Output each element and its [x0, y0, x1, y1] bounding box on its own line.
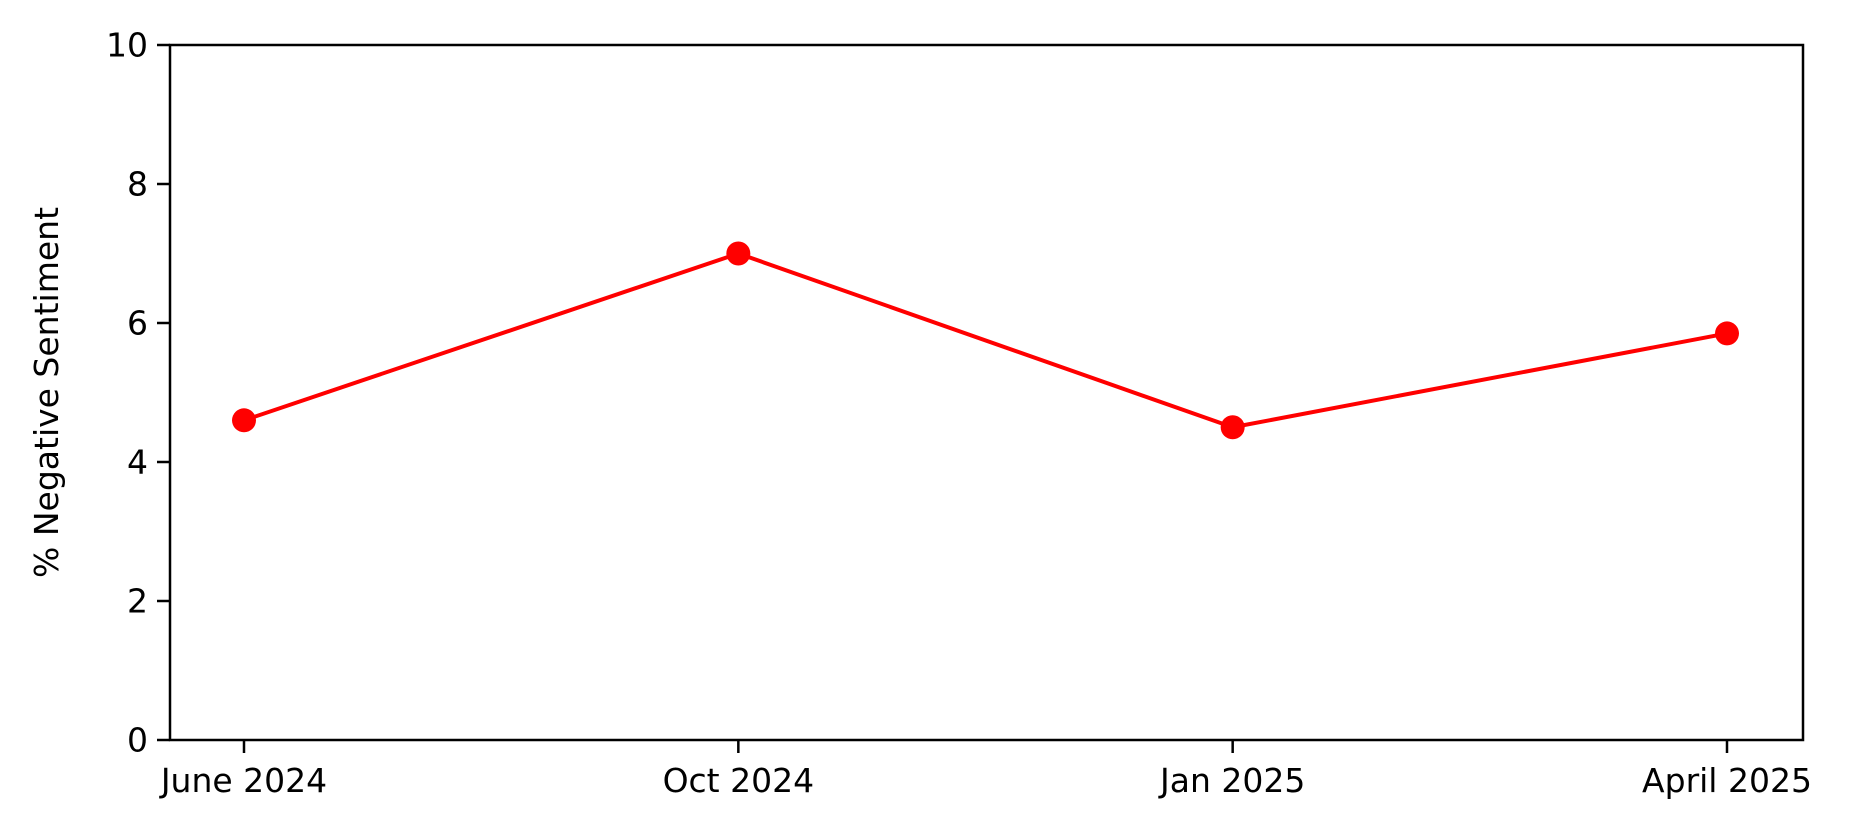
- y-tick-label: 6: [127, 304, 148, 343]
- x-tick-label: April 2025: [1642, 761, 1812, 800]
- x-tick-label: June 2024: [159, 761, 327, 800]
- data-point: [232, 408, 256, 433]
- x-tick-label: Jan 2025: [1158, 761, 1305, 800]
- data-point: [1715, 321, 1739, 346]
- y-axis-label: % Negative Sentiment: [27, 207, 66, 578]
- y-tick-label: 10: [106, 26, 148, 65]
- y-tick-label: 4: [127, 443, 148, 482]
- series-line: [243, 251, 1728, 430]
- y-tick-label: 8: [127, 165, 148, 204]
- plot-area: [170, 45, 1803, 740]
- y-axis: 0 2 4 6 8 10: [106, 26, 170, 760]
- x-tick-label: Oct 2024: [663, 761, 815, 800]
- series-layer: [232, 241, 1739, 440]
- plot-frame: [168, 43, 1805, 742]
- y-tick-label: 0: [127, 721, 148, 760]
- y-tick-label: 2: [127, 582, 148, 621]
- data-point: [726, 241, 751, 266]
- data-point: [1220, 415, 1245, 440]
- x-axis: June 2024 Oct 2024 Jan 2025 April 2025: [159, 740, 1812, 800]
